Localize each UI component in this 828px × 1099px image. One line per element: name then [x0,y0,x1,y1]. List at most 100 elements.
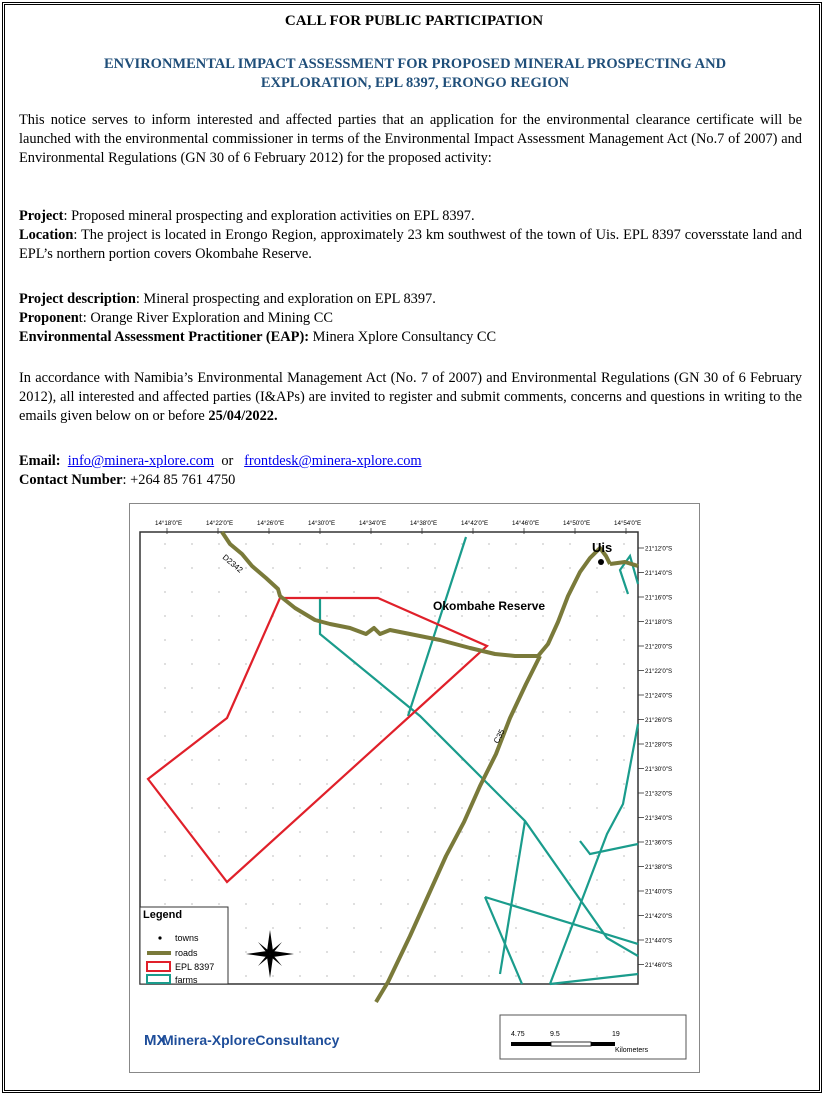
map-grid-dot [542,807,544,809]
map-grid-dot [515,903,517,905]
map-grid-dot [515,639,517,641]
map-right-tick-label: 21°18'0"S [645,619,672,626]
map-grid-dot [488,855,490,857]
map-grid-dot [515,975,517,977]
map-right-tick-label: 21°24'0"S [645,693,672,700]
map-grid-dot [407,735,409,737]
map-grid-dot [461,735,463,737]
map-grid-dot [488,543,490,545]
map-grid-dot [191,615,193,617]
map-grid-dot [326,879,328,881]
map-grid-dot [380,615,382,617]
map-grid-dot [542,687,544,689]
legend-title: Legend [143,909,182,921]
map-grid-dot [380,735,382,737]
map-right-tick-label: 21°28'0"S [645,742,672,749]
map-top-tick-label: 14°26'0"E [257,520,284,527]
map-grid-dot [353,951,355,953]
map-grid-dot [542,543,544,545]
scale-tick-2: 9.5 [550,1031,560,1038]
map-grid-dot [434,735,436,737]
map-grid-dot [218,567,220,569]
map-grid-dot [272,783,274,785]
map-grid-dot [596,591,598,593]
map-grid-dot [353,783,355,785]
map-grid-dot [245,615,247,617]
map-legend: Legend towns roads EPL 8397 farms [139,906,229,985]
map-grid-dot [353,543,355,545]
map-grid-dot [461,639,463,641]
map-grid-dot [326,591,328,593]
map-grid-dot [596,735,598,737]
map-grid-dot [623,543,625,545]
scale-tick-1: 4.75 [511,1031,525,1038]
map-grid-dot [434,663,436,665]
map-grid-dot [542,975,544,977]
map-grid-dot [299,639,301,641]
map-grid-dot [272,543,274,545]
map-grid-dot [164,879,166,881]
map-grid-dot [353,639,355,641]
map-grid-dot [380,567,382,569]
farm-line-1 [318,598,639,957]
map-grid-dot [272,855,274,857]
map-grid-dot [569,663,571,665]
map-grid-dot [272,975,274,977]
map-grid-dot [299,807,301,809]
map-grid-dot [542,879,544,881]
map-right-tick-label: 21°12'0"S [645,546,672,553]
map-grid-dot [218,543,220,545]
farm-line-2 [406,536,468,717]
map-grid-dot [623,567,625,569]
map-right-tick-label: 21°30'0"S [645,766,672,773]
map-grid-dot [569,711,571,713]
map-grid-dot [569,903,571,905]
map-top-tick-label: 14°38'0"E [410,520,437,527]
map-grid-dot [596,615,598,617]
map-grid-dot [245,975,247,977]
subtitle-line-2: EXPLORATION, EPL 8397, ERONGO REGION [260,75,570,91]
map-grid-dot [623,735,625,737]
map-right-tick-label: 21°22'0"S [645,668,672,675]
map-grid-dot [434,855,436,857]
map-grid-dot [164,639,166,641]
map-grid-dot [245,735,247,737]
map-grid-dot [461,567,463,569]
map-grid-dot [218,831,220,833]
email-link-info[interactable]: info@minera-xplore.com [67,453,215,469]
map-grid-dot [542,735,544,737]
subtitle-line-1: ENVIRONMENTAL IMPACT ASSESSMENT FOR PROP… [103,56,727,72]
town-uis-label: Uis [592,540,612,555]
map-grid-dot [272,903,274,905]
scale-segment-1 [511,1042,551,1046]
map-grid-dot [164,759,166,761]
legend-towns-symbol [158,936,162,940]
map-grid-dot [380,711,382,713]
accordance-text: In accordance with Namibia’s Environment… [19,370,802,424]
map-grid-dot [596,663,598,665]
map-grid-dot [596,687,598,689]
map-grid-dot [299,591,301,593]
map-grid-dot [515,759,517,761]
map-grid-dot [569,735,571,737]
map-grid-dot [326,543,328,545]
farm-line-4 [498,820,527,975]
map-top-ticks: 14°18'0"E 14°22'0"E 14°26'0"E 14°30'0"E 14°3… [155,520,641,534]
map-grid-dot [488,663,490,665]
map-grid-dot [623,855,625,857]
map-grid-dot [218,591,220,593]
map-grid-dot [407,543,409,545]
map-grid-dot [191,855,193,857]
map-grid-dot [245,807,247,809]
map-grid-dot [326,759,328,761]
map-grid-dot [542,831,544,833]
map-grid-dot [326,927,328,929]
map-grid-dot [191,903,193,905]
map-grid-dot [515,591,517,593]
map-grid-dot [191,759,193,761]
map-grid-dot [461,807,463,809]
email-link-frontdesk[interactable]: frontdesk@minera-xplore.com [244,453,422,469]
map-grid-dot [569,759,571,761]
map-grid-dot [623,807,625,809]
map-right-ticks: 21°12'0"S 21°14'0"S 21°16'0"S 21°18'0"S 21°2… [638,546,672,969]
